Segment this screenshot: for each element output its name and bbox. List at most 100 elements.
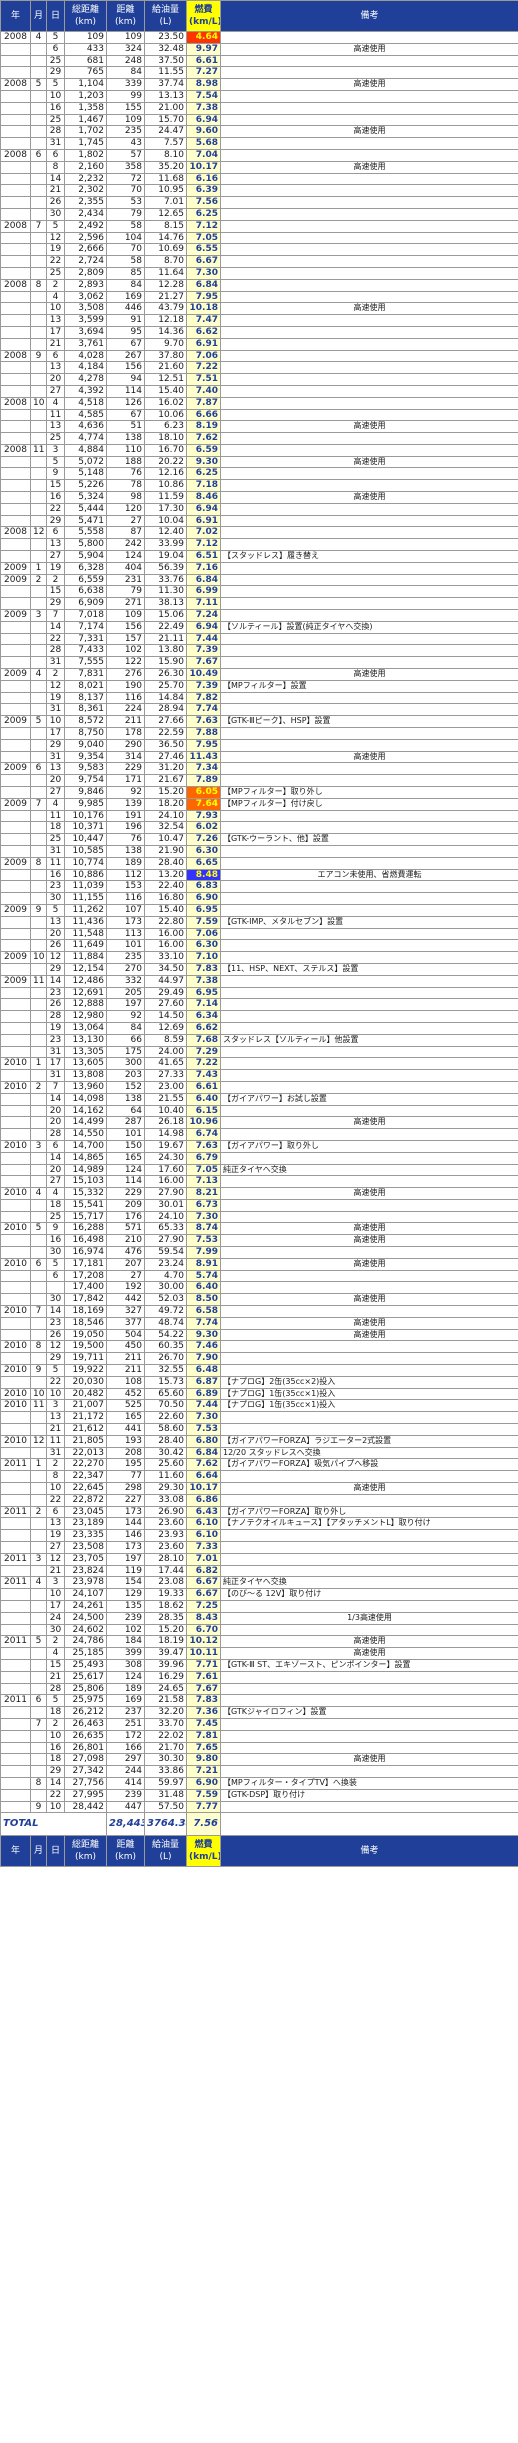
row-year: [0, 373, 31, 386]
row-month: [30, 420, 47, 434]
row-day: 21: [46, 1670, 65, 1684]
row-efficiency: 7.46: [186, 1340, 221, 1354]
row-month: [30, 125, 47, 139]
row-efficiency: 7.53: [186, 1234, 221, 1248]
row-distance: 78: [106, 479, 145, 493]
row-distance: 270: [106, 962, 145, 976]
row-month: [30, 915, 47, 929]
row-month: [30, 868, 47, 882]
row-fuel-amount: 27.66: [144, 715, 187, 729]
row-distance: 235: [106, 951, 145, 964]
row-year: [0, 361, 31, 375]
row-fuel-amount: 33.10: [144, 951, 187, 964]
row-efficiency: 4.64: [186, 31, 221, 44]
row-odometer: 19,500: [64, 1340, 107, 1354]
row-note: [220, 1021, 518, 1035]
row-month: [30, 1021, 47, 1035]
row-distance: 441: [106, 1423, 145, 1436]
table-row: 31 8,361 224 28.94 7.74: [0, 703, 518, 717]
row-month: [30, 1045, 47, 1059]
row-month: [30, 679, 47, 693]
row-year: [0, 1281, 31, 1295]
total-label: TOTAL: [0, 1812, 107, 1837]
row-note: エアコン未使用、省燃費運転: [220, 868, 518, 882]
row-note: 【ナプロG】2缶(35cc×2)投入: [220, 1375, 518, 1389]
row-note: 高速使用: [220, 78, 518, 91]
row-efficiency: 7.38: [186, 101, 221, 115]
row-odometer: 10,371: [64, 821, 107, 835]
row-month: [30, 691, 47, 705]
row-year: [0, 1033, 31, 1047]
row-note: 高速使用: [220, 1116, 518, 1130]
row-efficiency: 7.71: [186, 1658, 221, 1672]
table-row: 6 17,208 27 4.70 5.74: [0, 1269, 518, 1283]
row-year: [0, 1328, 31, 1342]
row-odometer: 25,975: [64, 1694, 107, 1708]
row-day: 27: [46, 786, 65, 799]
row-day: 14: [46, 1305, 65, 1318]
row-distance: 197: [106, 1552, 145, 1566]
row-year: [0, 1010, 31, 1023]
row-month: 5: [30, 715, 47, 729]
row-efficiency: 7.89: [186, 774, 221, 787]
row-year: [0, 502, 31, 516]
row-note: 高速使用: [220, 750, 518, 764]
table-row: 30 17,842 442 52.03 8.50 高速使用: [0, 1293, 518, 1307]
row-efficiency: 6.39: [186, 184, 221, 198]
row-distance: 99: [106, 89, 145, 103]
row-day: 16: [46, 868, 65, 882]
row-distance: 242: [106, 538, 145, 552]
row-note: 高速使用: [220, 1187, 518, 1200]
row-fuel-amount: 12.28: [144, 278, 187, 292]
row-note: [220, 1352, 518, 1366]
row-odometer: 26,635: [64, 1729, 107, 1743]
row-odometer: 7,433: [64, 644, 107, 658]
row-fuel-amount: 23.08: [144, 1576, 187, 1590]
row-efficiency: 6.74: [186, 1128, 221, 1141]
row-distance: 64: [106, 1104, 145, 1118]
table-row: 11 4,585 67 10.06 6.66: [0, 408, 518, 422]
row-month: [30, 844, 47, 858]
row-month: [30, 585, 47, 599]
row-efficiency: 7.74: [186, 1316, 221, 1330]
row-distance: 290: [106, 738, 145, 752]
table-row: 27 9,846 92 15.20 6.05 【MPフィルター】取り外し: [0, 786, 518, 799]
row-odometer: 24,107: [64, 1588, 107, 1601]
row-fuel-amount: 18.20: [144, 797, 187, 811]
row-efficiency: 7.44: [186, 632, 221, 646]
row-efficiency: 6.62: [186, 1021, 221, 1035]
row-fuel-amount: 12.69: [144, 1021, 187, 1035]
table-row: 31 22,013 208 30.42 6.84 12/20 スタッドレスへ交換: [0, 1446, 518, 1460]
row-odometer: 3,599: [64, 314, 107, 327]
row-day: 5: [46, 1364, 65, 1377]
table-row: 13 4,184 156 21.60 7.22: [0, 361, 518, 375]
row-fuel-amount: 14.76: [144, 231, 187, 245]
row-year: [0, 1706, 31, 1719]
row-month: 7: [30, 1305, 47, 1318]
row-month: [30, 821, 47, 835]
row-year: [0, 1151, 31, 1165]
table-row: 25 15,717 176 24.10 7.30: [0, 1210, 518, 1224]
row-year: [0, 786, 31, 799]
row-fuel-amount: 15.20: [144, 1623, 187, 1637]
row-note: [220, 856, 518, 870]
row-odometer: 10,447: [64, 833, 107, 846]
row-fuel-amount: 16.00: [144, 927, 187, 941]
row-efficiency: 10.17: [186, 1482, 221, 1495]
row-day: 3: [46, 1399, 65, 1413]
row-efficiency: 6.40: [186, 1092, 221, 1106]
row-odometer: 1,104: [64, 78, 107, 91]
row-year: 2010: [0, 1057, 31, 1071]
row-distance: 124: [106, 1163, 145, 1177]
row-month: [30, 538, 47, 552]
row-distance: 208: [106, 1446, 145, 1460]
row-note: 高速使用: [220, 455, 518, 469]
row-distance: 122: [106, 656, 145, 670]
row-month: [30, 1753, 47, 1767]
row-efficiency: 6.67: [186, 1588, 221, 1601]
row-distance: 138: [106, 844, 145, 858]
row-distance: 172: [106, 1729, 145, 1743]
row-note: 高速使用: [220, 42, 518, 56]
row-odometer: 4,184: [64, 361, 107, 375]
row-note: [220, 396, 518, 410]
